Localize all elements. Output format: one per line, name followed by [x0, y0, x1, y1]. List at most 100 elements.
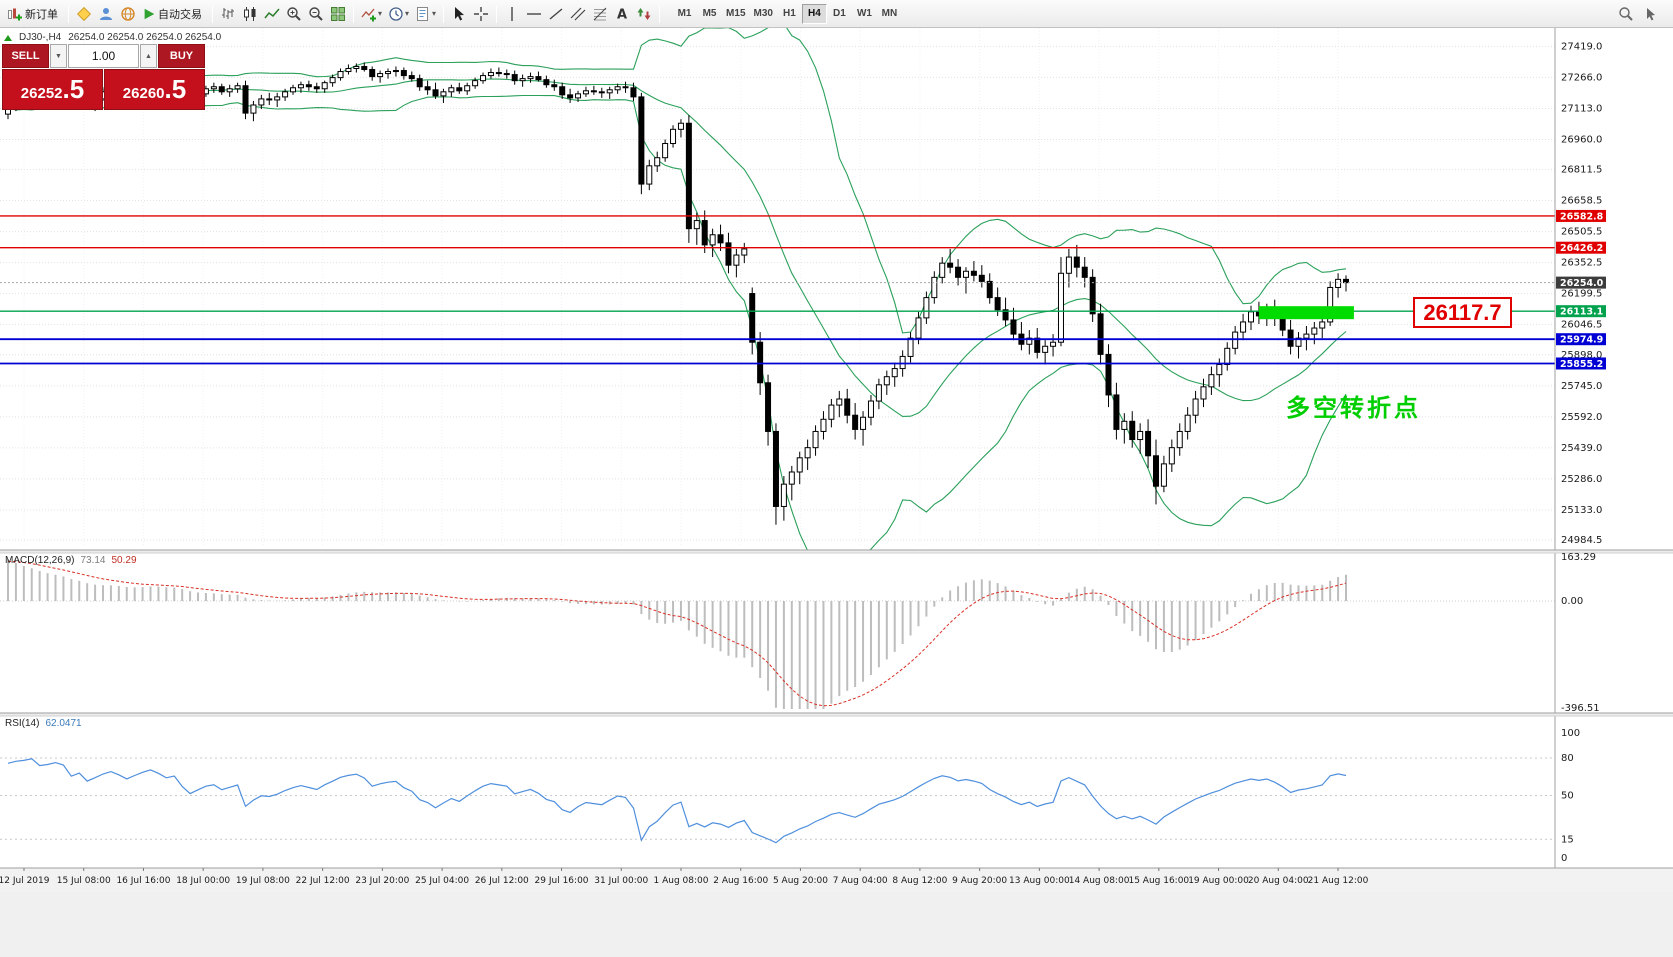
svg-text:26960.0: 26960.0 [1561, 134, 1602, 145]
time-label: 22 Jul 12:00 [296, 876, 350, 886]
panel-separator[interactable] [0, 550, 1673, 553]
chart-window[interactable]: 27419.0 27266.0 27113.0 26960.0 26811.5 26658… [0, 28, 1673, 952]
tick-up-icon [4, 34, 12, 41]
toolbar-separator [212, 4, 213, 23]
toolbar-separator [68, 4, 69, 23]
buy-price-button[interactable]: 26260.5 [104, 69, 205, 110]
crosshair-button[interactable] [470, 3, 492, 25]
svg-text:100: 100 [1561, 728, 1580, 739]
time-label: 23 Jul 20:00 [355, 876, 409, 886]
pointer-button[interactable] [1639, 3, 1661, 25]
vertical-line-icon [511, 6, 513, 21]
trendline-tool[interactable] [545, 3, 567, 25]
turning-point-annotation[interactable]: 多空转折点 [1286, 395, 1421, 422]
svg-text:0.00: 0.00 [1561, 596, 1583, 607]
svg-text:80: 80 [1561, 753, 1574, 764]
search-button[interactable] [1615, 3, 1637, 25]
chart-canvas[interactable]: 27419.0 27266.0 27113.0 26960.0 26811.5 26658… [0, 28, 1673, 952]
svg-text:26046.5: 26046.5 [1561, 320, 1602, 331]
timeframe-button-w1[interactable]: W1 [856, 8, 872, 19]
price-scale[interactable] [1555, 28, 1673, 868]
svg-text:15: 15 [1561, 834, 1574, 845]
horizontal-lines[interactable] [0, 215, 1555, 365]
community-button[interactable] [117, 3, 139, 25]
time-label: 15 Aug 16:00 [1128, 876, 1189, 886]
chart-background [0, 28, 1673, 952]
periods-button[interactable]: ▾ [385, 3, 412, 25]
zoom-out-icon [309, 6, 323, 21]
timeframe-button-m5[interactable]: M5 [702, 8, 717, 19]
time-label: 7 Aug 04:00 [833, 876, 888, 886]
timeframe-button-d1[interactable]: D1 [833, 8, 846, 19]
sell-button[interactable]: SELL [2, 44, 49, 68]
pointer-icon [1647, 7, 1655, 20]
time-axis[interactable] [0, 868, 1673, 892]
market-button[interactable] [95, 3, 117, 25]
sell-price-button[interactable]: 26252.5 [2, 69, 103, 110]
svg-text:-396.51: -396.51 [1561, 703, 1600, 714]
svg-text:25855.2: 25855.2 [1560, 359, 1603, 370]
svg-text:27419.0: 27419.0 [1561, 41, 1602, 52]
new-order-icon [8, 8, 22, 20]
timeframe-button-m30[interactable]: M30 [753, 8, 773, 19]
volume-input[interactable] [68, 44, 139, 68]
autotrading-button[interactable]: 自动交易 [139, 3, 208, 25]
cursor-button[interactable] [448, 3, 470, 25]
bottom-filler [0, 892, 1673, 952]
chart-symbol-period: DJ30-,H4 [19, 32, 62, 43]
line-chart-icon [264, 8, 280, 18]
svg-text:27113.0: 27113.0 [1561, 103, 1602, 114]
timeframe-button-mn[interactable]: MN [881, 8, 898, 19]
price-scale-labels: 27419.0 27266.0 27113.0 26960.0 26811.5 26658… [1561, 41, 1602, 864]
new-order-button[interactable]: 新订单 [4, 3, 64, 25]
vertical-line-tool[interactable] [501, 3, 523, 25]
text-tool[interactable]: A [611, 3, 633, 25]
time-label: 26 Jul 12:00 [475, 876, 529, 886]
timeframe-toolbar: M1 M5 M15 M30 H1 H4 D1 W1 MN [672, 3, 902, 24]
time-label: 29 Jul 16:00 [535, 876, 589, 886]
fibonacci-tool[interactable] [589, 3, 611, 25]
zoom-in-button[interactable] [283, 3, 305, 25]
metaeditor-button[interactable] [73, 3, 95, 25]
svg-text:26199.5: 26199.5 [1561, 289, 1602, 300]
chart-ohlc-values: 26254.0 26254.0 26254.0 26254.0 [68, 32, 222, 43]
time-label: 20 Aug 04:00 [1248, 876, 1309, 886]
volume-increase-button[interactable]: ▲ [140, 44, 157, 68]
tile-windows-icon [331, 6, 345, 21]
zoom-out-button[interactable] [305, 3, 327, 25]
horizontal-line-tool[interactable] [523, 3, 545, 25]
price-callout-label[interactable]: 26117.7 [1413, 297, 1512, 328]
toolbar-separator [353, 4, 354, 23]
channel-tool[interactable] [567, 3, 589, 25]
toolbar-separator [443, 4, 445, 23]
line-chart-button[interactable] [261, 3, 283, 25]
rsi-indicator-label: RSI(14) 62.0471 [5, 718, 82, 729]
candlestick-chart-button[interactable] [239, 3, 261, 25]
volume-decrease-button[interactable]: ▼ [50, 44, 67, 68]
time-label: 12 Jul 2019 [0, 876, 50, 886]
trade-panel-price-row: 26252.5 26260.5 [2, 69, 205, 110]
bar-chart-icon [222, 7, 234, 19]
svg-text:A: A [617, 7, 627, 22]
timeframe-button-m15[interactable]: M15 [726, 8, 746, 19]
chevron-down-icon: ▾ [378, 9, 383, 18]
timeframe-button-h4[interactable]: H4 [801, 3, 827, 24]
buy-button[interactable]: BUY [158, 44, 205, 68]
timeframe-button-m1[interactable]: M1 [677, 8, 692, 19]
toolbar-separator [659, 4, 661, 23]
panel-separator[interactable] [0, 713, 1673, 716]
time-label: 9 Aug 20:00 [952, 876, 1007, 886]
rsi-line [7, 758, 1347, 844]
templates-button[interactable]: ▾ [412, 3, 439, 25]
bar-chart-button[interactable] [217, 3, 239, 25]
price-tag [1556, 276, 1606, 289]
main-toolbar: 新订单 自动交易 [0, 0, 1673, 28]
highlight-zone[interactable] [1258, 306, 1354, 320]
indicators-button[interactable]: ▾ [358, 3, 385, 25]
price-tag [1556, 305, 1606, 318]
price-tag [1556, 209, 1606, 222]
timeframe-button-h1[interactable]: H1 [783, 8, 796, 19]
arrows-tool[interactable] [633, 3, 655, 25]
tile-windows-button[interactable] [327, 3, 349, 25]
trendline-icon [549, 7, 563, 20]
